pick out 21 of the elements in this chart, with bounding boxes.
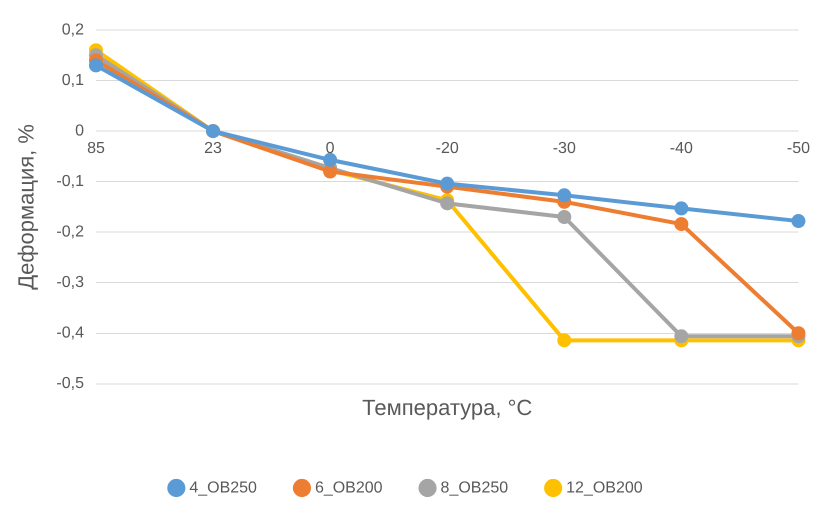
y-tick-label: 0,2	[62, 21, 84, 38]
x-tick-label: -20	[436, 140, 459, 158]
y-tick-label: 0	[75, 122, 84, 140]
x-tick-label: 23	[204, 140, 222, 158]
y-tick-label: -0,1	[56, 173, 84, 190]
y-tick-label: -0,3	[56, 274, 84, 292]
y-tick-label: 0,1	[62, 72, 84, 89]
x-tick-label: -40	[670, 140, 694, 158]
legend-label: 8_OB250	[440, 479, 508, 496]
x-tick-label: 0	[326, 140, 335, 158]
x-tick-label: 85	[87, 140, 105, 158]
y-tick-label: -0,5	[56, 375, 84, 392]
y-tick-label: -0,4	[56, 324, 84, 342]
legend-label: 6_OB200	[314, 479, 383, 496]
legend-label: 4_OB250	[189, 479, 258, 496]
x-tick-label: -30	[552, 140, 576, 158]
y-tick-label: -0,2	[56, 224, 84, 241]
legend-label: 12_OB200	[566, 479, 643, 496]
y-axis-title: Деформация, %	[13, 124, 38, 290]
x-tick-label: -50	[786, 140, 810, 158]
x-axis-title: Температура, °C	[362, 394, 532, 420]
